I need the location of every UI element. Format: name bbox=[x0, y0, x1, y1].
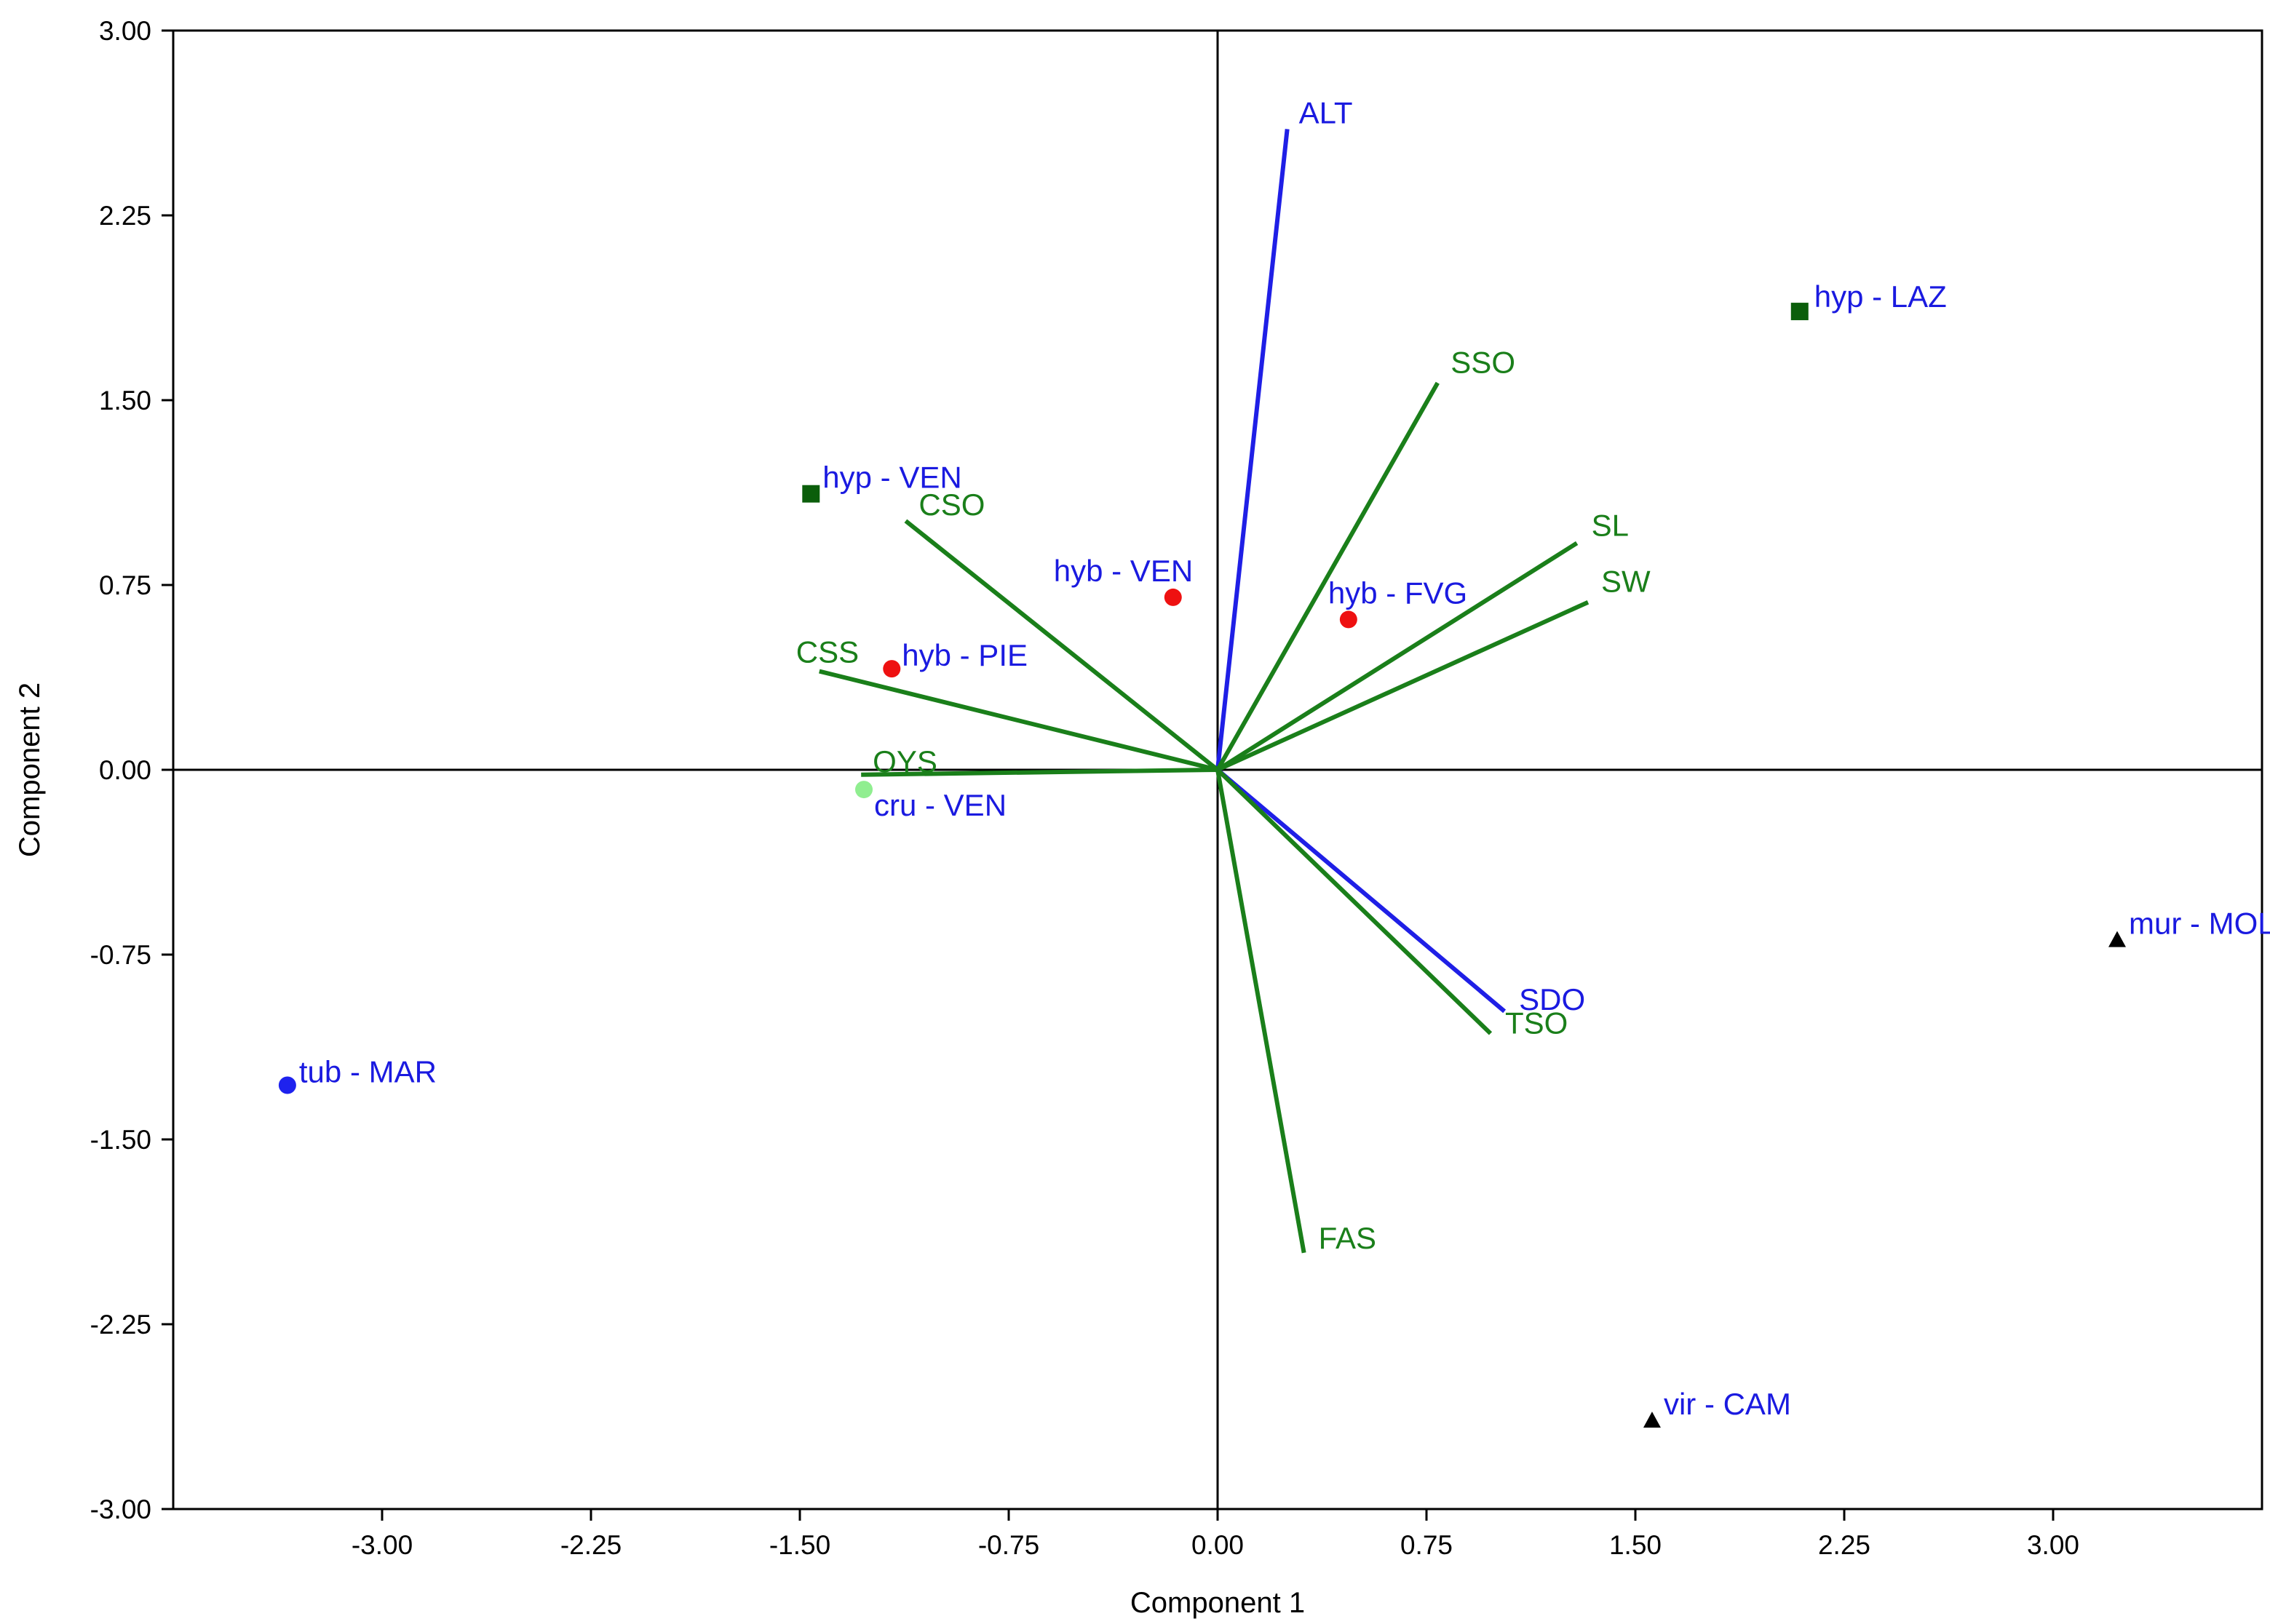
point-label: tub - MAR bbox=[299, 1054, 437, 1088]
x-tick-label: 1.50 bbox=[1609, 1530, 1662, 1560]
point-label: hyp - VEN bbox=[822, 461, 961, 495]
vector-sso bbox=[1215, 381, 1440, 771]
vector-css bbox=[819, 669, 1218, 772]
vector-sl bbox=[1216, 541, 1579, 772]
point-mur-mol bbox=[2108, 931, 2127, 947]
y-tick-label: 2.25 bbox=[99, 201, 151, 231]
vector-label-fas: FAS bbox=[1319, 1221, 1376, 1255]
vector-label-tso: TSO bbox=[1505, 1006, 1568, 1040]
vector-sdo bbox=[1216, 768, 1507, 1014]
x-tick-label: 0.75 bbox=[1400, 1530, 1453, 1560]
y-axis-title: Component 2 bbox=[14, 682, 46, 857]
vector-cso bbox=[904, 519, 1219, 772]
point-hyp-ven bbox=[802, 485, 820, 503]
point-cru-ven bbox=[855, 781, 873, 799]
y-tick-label: -3.00 bbox=[90, 1494, 151, 1524]
sample-points: hyp - LAZ hyp - VEN hyb - VEN hyb - FVG hyb … bbox=[278, 279, 2270, 1428]
point-label: hyb - VEN bbox=[1054, 554, 1193, 588]
axis-ticks: -3.00 -2.25 -1.50 -0.75 0.00 0.75 1.50 2.25 3.00… bbox=[90, 16, 2079, 1560]
vector-oys bbox=[861, 768, 1218, 777]
point-hyb-ven bbox=[1164, 588, 1182, 606]
point-hyp-laz bbox=[1790, 303, 1809, 321]
point-label: hyb - FVG bbox=[1328, 576, 1467, 610]
y-tick-label: 0.75 bbox=[99, 570, 151, 600]
vector-tso bbox=[1215, 768, 1493, 1035]
point-label: hyb - PIE bbox=[902, 638, 1028, 672]
y-tick-label: 1.50 bbox=[99, 386, 151, 415]
vector-label-sdo: SDO bbox=[1519, 982, 1585, 1016]
vector-sw bbox=[1216, 600, 1590, 772]
x-tick-label: -0.75 bbox=[978, 1530, 1039, 1560]
vector-fas bbox=[1215, 769, 1306, 1254]
y-tick-label: 3.00 bbox=[99, 16, 151, 46]
vector-label-sw: SW bbox=[1601, 565, 1651, 599]
vector-label-sl: SL bbox=[1592, 508, 1629, 542]
vector-label-css: CSS bbox=[796, 635, 859, 669]
y-tick-label: 0.00 bbox=[99, 755, 151, 785]
point-hyb-fvg bbox=[1339, 610, 1357, 629]
y-tick-label: -2.25 bbox=[90, 1310, 151, 1340]
x-tick-label: 2.25 bbox=[1818, 1530, 1870, 1560]
y-tick-label: -1.50 bbox=[90, 1125, 151, 1155]
point-label: vir - CAM bbox=[1664, 1387, 1791, 1421]
point-hyb-pie bbox=[883, 660, 901, 678]
point-tub-mar bbox=[278, 1076, 296, 1094]
point-label: mur - MOL bbox=[2129, 907, 2270, 941]
vector-label-alt: ALT bbox=[1299, 95, 1353, 130]
point-label: hyp - LAZ bbox=[1814, 279, 1947, 314]
point-label: cru - VEN bbox=[874, 788, 1007, 822]
x-tick-label: -2.25 bbox=[560, 1530, 622, 1560]
x-tick-label: -1.50 bbox=[769, 1530, 830, 1560]
point-vir-cam bbox=[1643, 1412, 1661, 1428]
y-tick-label: -0.75 bbox=[90, 940, 151, 970]
vector-label-cso: CSO bbox=[918, 487, 985, 522]
x-tick-label: 0.00 bbox=[1191, 1530, 1244, 1560]
x-tick-label: -3.00 bbox=[352, 1530, 413, 1560]
vector-label-sso: SSO bbox=[1451, 345, 1515, 379]
vector-label-oys: OYS bbox=[873, 744, 937, 779]
x-tick-label: 3.00 bbox=[2027, 1530, 2079, 1560]
vector-alt bbox=[1215, 129, 1290, 771]
x-axis-title: Component 1 bbox=[1130, 1587, 1305, 1619]
